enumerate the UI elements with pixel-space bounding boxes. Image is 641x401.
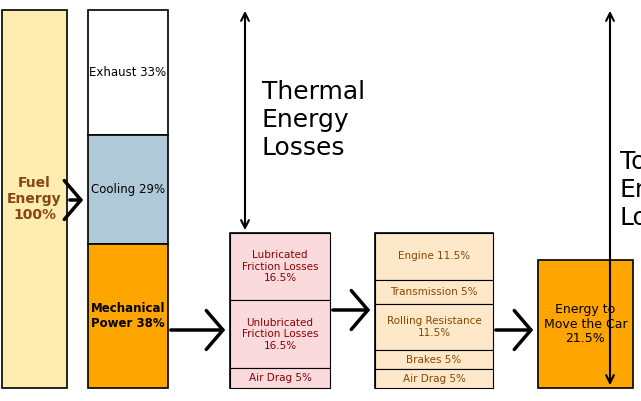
Text: Exhaust 33%: Exhaust 33% — [90, 66, 167, 79]
Text: Total
Energy
Losses: Total Energy Losses — [620, 150, 641, 230]
Bar — [2, 10, 67, 388]
Text: Air Drag 5%: Air Drag 5% — [249, 373, 312, 383]
Bar — [230, 233, 330, 300]
Bar — [230, 233, 330, 388]
Text: Rolling Resistance
11.5%: Rolling Resistance 11.5% — [387, 316, 481, 338]
Text: Cooling 29%: Cooling 29% — [91, 183, 165, 196]
Bar — [538, 260, 633, 388]
Text: Fuel
Energy
100%: Fuel Energy 100% — [7, 176, 62, 222]
Text: Mechanical
Power 38%: Mechanical Power 38% — [91, 302, 165, 330]
Bar — [230, 368, 330, 388]
Text: Thermal
Energy
Losses: Thermal Energy Losses — [262, 80, 365, 160]
Bar — [375, 304, 493, 350]
Bar — [375, 369, 493, 388]
Text: Transmission 5%: Transmission 5% — [390, 286, 478, 296]
Bar — [375, 233, 493, 279]
Bar — [88, 244, 168, 388]
Bar — [375, 233, 493, 388]
Text: Brakes 5%: Brakes 5% — [406, 355, 462, 365]
Text: Lubricated
Friction Losses
16.5%: Lubricated Friction Losses 16.5% — [242, 250, 318, 284]
Bar — [375, 279, 493, 304]
Bar — [230, 300, 330, 368]
Bar — [88, 135, 168, 244]
Text: Engine 11.5%: Engine 11.5% — [398, 251, 470, 261]
Text: Unlubricated
Friction Losses
16.5%: Unlubricated Friction Losses 16.5% — [242, 318, 318, 351]
Bar — [375, 350, 493, 369]
Bar — [88, 10, 168, 135]
Text: Air Drag 5%: Air Drag 5% — [403, 374, 465, 384]
Text: Energy to
Move the Car
21.5%: Energy to Move the Car 21.5% — [544, 302, 628, 346]
